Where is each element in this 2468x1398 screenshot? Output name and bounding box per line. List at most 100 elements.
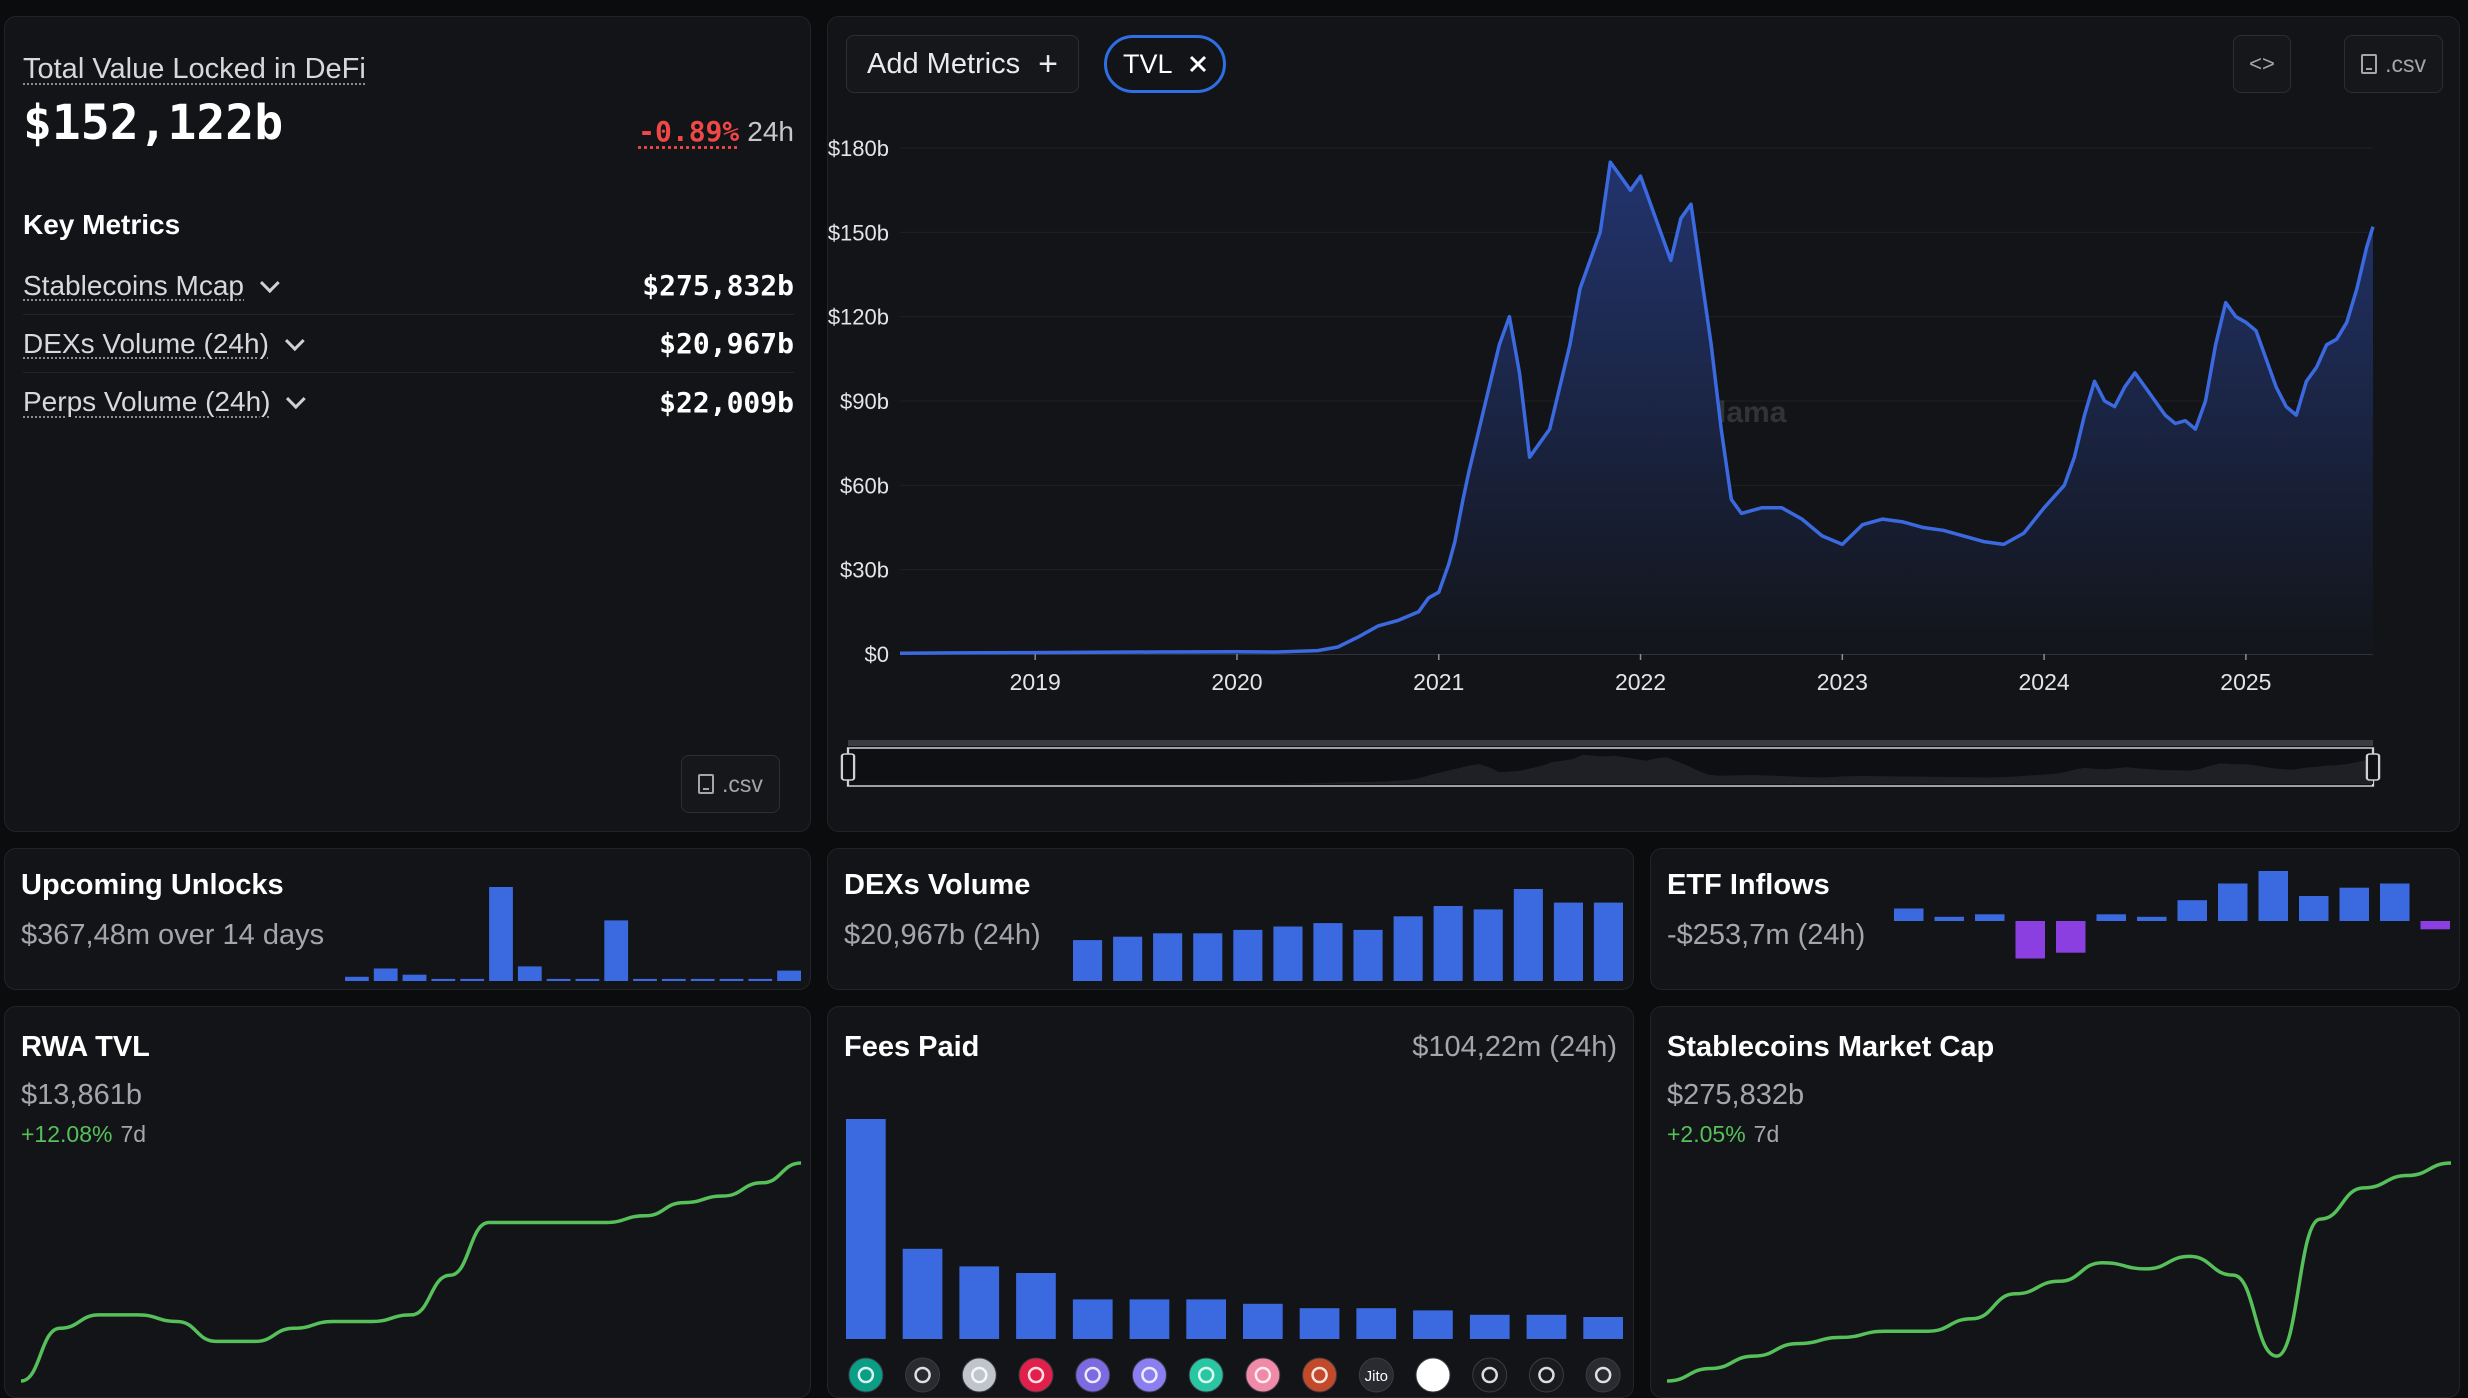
card-title: ETF Inflows xyxy=(1667,869,1830,901)
x-tick-label: 2019 xyxy=(1010,669,1061,695)
y-tick-label: $30b xyxy=(840,558,889,583)
add-metrics-button[interactable]: Add Metrics + xyxy=(846,35,1079,93)
jito-icon-label: Jito xyxy=(1365,1368,1388,1385)
bar xyxy=(1975,914,2005,921)
bar xyxy=(460,978,485,981)
bar xyxy=(1129,1299,1170,1339)
key-metrics-title: Key Metrics xyxy=(23,209,181,240)
upcoming-unlocks-card[interactable]: Upcoming Unlocks $367,48m over 14 days xyxy=(4,848,811,990)
y-tick-label: $180b xyxy=(828,136,889,161)
bar xyxy=(1553,902,1583,981)
bar xyxy=(1934,916,1964,921)
tvl-chart[interactable]: $0 $30b $60b $90b $120b $150b $180b 2019 2020 202… xyxy=(828,17,2460,832)
metric-row-stablecoins[interactable]: Stablecoins Mcap $275,832b xyxy=(23,257,794,315)
phantom-icon xyxy=(1075,1357,1111,1393)
sparkline xyxy=(21,1161,801,1383)
bar xyxy=(1413,1310,1453,1339)
metric-value: $275,832b xyxy=(642,269,794,302)
bar xyxy=(2096,914,2126,921)
add-metrics-label: Add Metrics xyxy=(867,47,1021,80)
x-tick-label: 2025 xyxy=(2220,669,2271,695)
dexs-volume-bar-chart xyxy=(1073,889,1623,981)
chip-label: TVL xyxy=(1123,48,1173,79)
tvl-line xyxy=(899,160,2375,655)
bar xyxy=(1473,909,1503,981)
card-title: RWA TVL xyxy=(21,1031,150,1063)
close-icon[interactable] xyxy=(1189,55,1207,73)
bar xyxy=(604,920,629,981)
tether-icon xyxy=(848,1357,884,1393)
bar xyxy=(431,978,456,981)
etf-inflows-card[interactable]: ETF Inflows -$253,7m (24h) xyxy=(1650,848,2460,990)
bar xyxy=(2015,921,2045,959)
bar xyxy=(373,968,398,981)
tvl-title[interactable]: Total Value Locked in DeFi xyxy=(23,53,366,85)
metric-value: $22,009b xyxy=(659,385,794,419)
file-download-icon xyxy=(698,774,714,794)
download-csv-button[interactable]: .csv xyxy=(2344,35,2443,93)
stablecoins-mcap-card[interactable]: Stablecoins Market Cap $275,832b +2.05% 7… xyxy=(1650,1006,2460,1398)
rwa-tvl-line-chart xyxy=(21,1161,801,1383)
bar xyxy=(1353,929,1383,981)
bar xyxy=(1233,929,1263,981)
sparkline xyxy=(1667,1161,2451,1383)
tvl-change: -0.89% 24h xyxy=(638,115,794,148)
embed-code-button[interactable]: <> xyxy=(2233,35,2291,93)
bar xyxy=(777,970,801,981)
bar xyxy=(2177,900,2207,921)
card-subtitle: $20,967b (24h) xyxy=(844,919,1041,951)
x-tick-label: 2024 xyxy=(2019,669,2070,695)
brush-handle-right xyxy=(2365,753,2381,781)
y-tick-label: $90b xyxy=(840,389,889,414)
tvl-chart-card: $0 $30b $60b $90b $120b $150b $180b 2019 2020 202… xyxy=(827,16,2460,832)
tvl-summary-card: Total Value Locked in DeFi $152,122b -0.… xyxy=(4,16,811,832)
bar xyxy=(1113,936,1143,981)
stablecoins-mcap-line-chart xyxy=(1667,1161,2451,1383)
bar xyxy=(690,978,715,981)
bar xyxy=(1153,933,1183,981)
bar xyxy=(345,976,369,981)
bar xyxy=(2380,883,2410,921)
tvl-metric-chip[interactable]: TVL xyxy=(1104,35,1226,93)
bar xyxy=(959,1266,1000,1339)
code-icon: <> xyxy=(2249,51,2275,76)
bar xyxy=(2339,887,2369,921)
card-change: +2.05% 7d xyxy=(1667,1121,1780,1147)
bar xyxy=(1593,902,1623,981)
csv-label: .csv xyxy=(722,770,763,797)
metric-label: DEXs Volume (24h) xyxy=(23,327,269,359)
metric-row-perps[interactable]: Perps Volume (24h) $22,009b xyxy=(23,373,794,431)
chevron-down-icon[interactable] xyxy=(286,389,307,410)
rwa-tvl-card[interactable]: RWA TVL $13,861b +12.08% 7d xyxy=(4,1006,811,1398)
bar xyxy=(1894,908,1924,921)
bar xyxy=(902,1248,943,1339)
bar xyxy=(1299,1308,1340,1339)
card-title: Stablecoins Market Cap xyxy=(1667,1031,1995,1063)
download-csv-button[interactable]: .csv xyxy=(681,755,780,813)
bar xyxy=(1273,926,1303,981)
lido-icon xyxy=(1188,1357,1224,1393)
fees-paid-card[interactable]: Fees Paid $104,22m (24h) Jito xyxy=(827,1006,1634,1398)
bar xyxy=(2299,896,2329,921)
bar xyxy=(546,978,571,981)
x-tick-label: 2020 xyxy=(1211,669,1262,695)
jito-icon: Jito xyxy=(1358,1357,1394,1393)
bar xyxy=(1356,1308,1397,1339)
metric-value: $20,967b xyxy=(659,327,794,360)
metric-row-dexs[interactable]: DEXs Volume (24h) $20,967b xyxy=(23,315,794,373)
pancake-icon xyxy=(1415,1357,1451,1393)
chevron-down-icon[interactable] xyxy=(259,272,280,293)
brush-handle-left xyxy=(840,753,856,781)
aave-icon xyxy=(1302,1357,1338,1393)
metamask-icon xyxy=(1131,1357,1167,1393)
tvl-change-pct[interactable]: -0.89% xyxy=(638,115,740,148)
bar xyxy=(1193,933,1223,981)
dexs-volume-card[interactable]: DEXs Volume $20,967b (24h) xyxy=(827,848,1634,990)
sky-icon xyxy=(1528,1357,1564,1393)
chevron-down-icon[interactable] xyxy=(284,330,305,351)
bar xyxy=(661,978,686,981)
bar xyxy=(2056,921,2086,953)
card-value: $104,22m (24h) xyxy=(1412,1031,1617,1063)
bar xyxy=(2137,916,2167,921)
tvl-change-period: 24h xyxy=(747,116,794,147)
